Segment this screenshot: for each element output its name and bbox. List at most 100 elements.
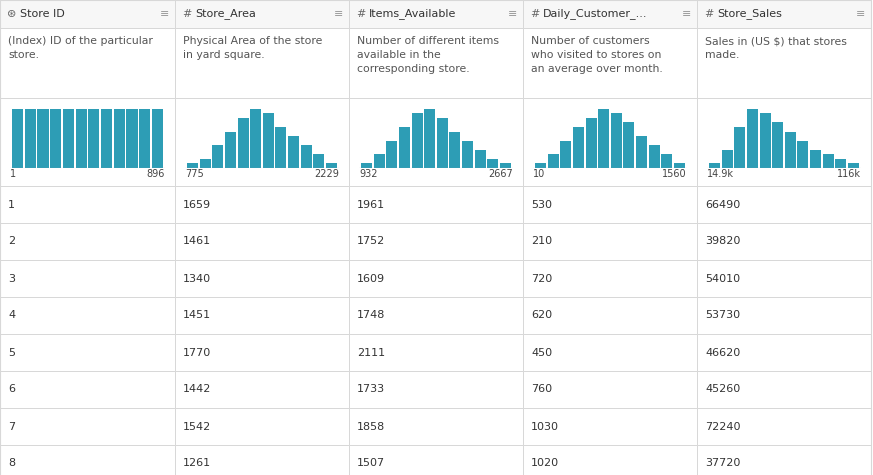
Text: Items_Available: Items_Available (369, 9, 457, 19)
Text: 1442: 1442 (183, 384, 211, 395)
Text: ≡: ≡ (507, 9, 517, 19)
Bar (848, 163, 859, 168)
Bar (0, 297, 175, 334)
Text: 1451: 1451 (183, 311, 211, 321)
Text: 2111: 2111 (357, 348, 385, 358)
Bar (623, 123, 635, 168)
Bar (349, 0, 523, 28)
Bar (523, 371, 697, 408)
Bar (523, 297, 697, 334)
Bar (349, 408, 523, 445)
Text: 2229: 2229 (314, 169, 339, 179)
Text: 1961: 1961 (357, 200, 385, 209)
Bar (361, 163, 372, 168)
Text: 1542: 1542 (183, 421, 211, 431)
Bar (810, 150, 821, 168)
Text: Store_Area: Store_Area (195, 9, 256, 19)
Bar (175, 223, 349, 260)
Text: Number of different items
available in the
corresponding store.: Number of different items available in t… (357, 36, 499, 74)
Text: 6: 6 (8, 384, 15, 395)
Bar (697, 334, 871, 371)
Text: 1: 1 (10, 169, 16, 179)
Text: 1748: 1748 (357, 311, 385, 321)
Bar (349, 260, 523, 297)
Bar (63, 109, 74, 168)
Text: Daily_Customer_...: Daily_Customer_... (543, 9, 648, 19)
Bar (349, 98, 523, 186)
Bar (288, 136, 299, 168)
Text: 3: 3 (8, 274, 15, 284)
Bar (0, 334, 175, 371)
Text: 8: 8 (8, 458, 15, 468)
Text: 1752: 1752 (357, 237, 385, 247)
Bar (835, 159, 846, 168)
Text: 1020: 1020 (531, 458, 559, 468)
Bar (88, 109, 100, 168)
Bar (661, 154, 672, 168)
Bar (436, 118, 448, 168)
Bar (822, 154, 834, 168)
Bar (560, 141, 571, 168)
Bar (697, 223, 871, 260)
Text: 4: 4 (8, 311, 15, 321)
Text: 1: 1 (8, 200, 15, 209)
Bar (349, 28, 523, 98)
Text: 1609: 1609 (357, 274, 385, 284)
Bar (734, 127, 746, 168)
Bar (722, 150, 732, 168)
Bar (523, 98, 697, 186)
Bar (523, 445, 697, 475)
Bar (697, 186, 871, 223)
Text: 39820: 39820 (705, 237, 740, 247)
Bar (500, 163, 511, 168)
Text: 7: 7 (8, 421, 15, 431)
Text: ⊛: ⊛ (7, 9, 17, 19)
Bar (313, 154, 325, 168)
Bar (611, 114, 622, 168)
Text: 1560: 1560 (663, 169, 687, 179)
Bar (349, 223, 523, 260)
Bar (0, 223, 175, 260)
Text: 1659: 1659 (183, 200, 211, 209)
Text: #: # (356, 9, 366, 19)
Bar (0, 186, 175, 223)
Text: 2: 2 (8, 237, 15, 247)
Text: Number of customers
who visited to stores on
an average over month.: Number of customers who visited to store… (531, 36, 663, 74)
Bar (697, 408, 871, 445)
Bar (697, 98, 871, 186)
Bar (349, 186, 523, 223)
Text: #: # (704, 9, 713, 19)
Text: 932: 932 (359, 169, 377, 179)
Text: 1261: 1261 (183, 458, 211, 468)
Bar (175, 445, 349, 475)
Text: 54010: 54010 (705, 274, 740, 284)
Bar (523, 223, 697, 260)
Bar (573, 127, 584, 168)
Text: 450: 450 (531, 348, 552, 358)
Bar (225, 132, 236, 168)
Bar (349, 334, 523, 371)
Text: 37720: 37720 (705, 458, 740, 468)
Bar (411, 114, 423, 168)
Text: 1340: 1340 (183, 274, 211, 284)
Bar (697, 371, 871, 408)
Text: Store ID: Store ID (20, 9, 65, 19)
Text: 760: 760 (531, 384, 552, 395)
Bar (139, 109, 150, 168)
Bar (251, 109, 261, 168)
Text: 2667: 2667 (488, 169, 513, 179)
Text: (Index) ID of the particular
store.: (Index) ID of the particular store. (8, 36, 153, 60)
Text: 45260: 45260 (705, 384, 740, 395)
Text: 46620: 46620 (705, 348, 740, 358)
Bar (523, 0, 697, 28)
Bar (0, 445, 175, 475)
Bar (349, 297, 523, 334)
Text: #: # (530, 9, 540, 19)
Text: ≡: ≡ (856, 9, 865, 19)
Bar (374, 154, 385, 168)
Bar (212, 145, 223, 168)
Bar (697, 28, 871, 98)
Bar (349, 371, 523, 408)
Bar (12, 109, 24, 168)
Text: 66490: 66490 (705, 200, 740, 209)
